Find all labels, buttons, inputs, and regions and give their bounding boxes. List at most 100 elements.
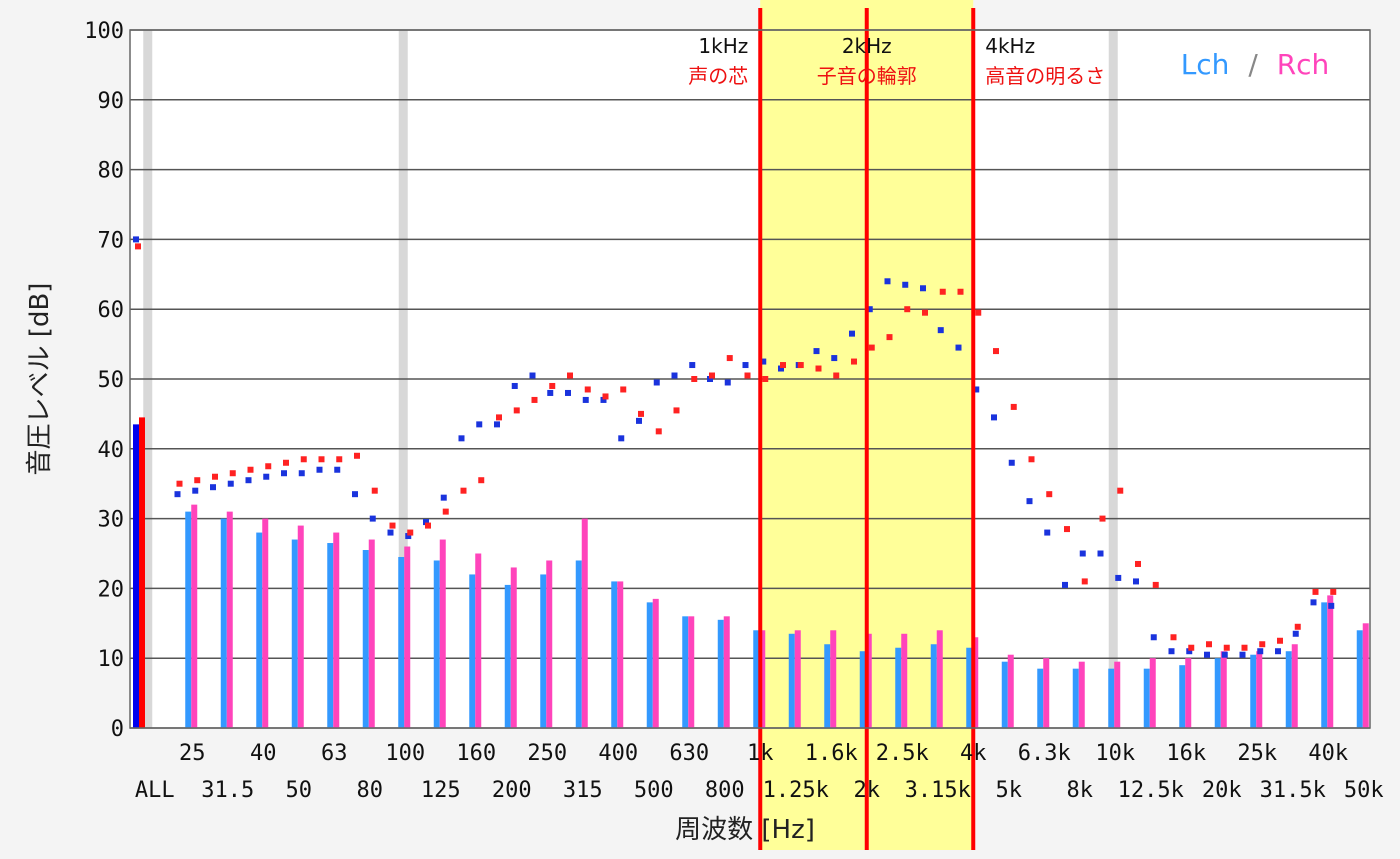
bar-rch <box>1291 644 1298 728</box>
dot-lch <box>174 491 181 498</box>
bar-rch <box>1149 658 1156 728</box>
dot-lch <box>1292 630 1299 637</box>
dot-rch <box>1223 644 1230 651</box>
plot-frame <box>129 29 1371 729</box>
dot-lch <box>1275 648 1281 655</box>
dot-lch <box>352 491 358 498</box>
dot-lch <box>387 529 394 536</box>
bar-lch <box>1321 602 1328 728</box>
bar-lch <box>1108 668 1115 728</box>
dot-lch <box>334 466 341 473</box>
dot-lch <box>547 389 554 396</box>
dot-lch <box>884 278 891 285</box>
bar-lch <box>682 616 689 728</box>
dot-rch <box>371 487 378 494</box>
bar-rch <box>1043 658 1050 728</box>
bar-lch <box>256 532 263 728</box>
marker-frequency-label: 1kHz <box>698 34 748 58</box>
dot-rch <box>1117 487 1124 494</box>
y-tick-label: 70 <box>98 228 125 253</box>
dot-rch <box>655 428 662 435</box>
dot-rch <box>602 393 609 400</box>
dot-lch <box>1186 648 1193 655</box>
y-tick-label: 10 <box>98 647 125 672</box>
bar-rch <box>333 532 340 728</box>
y-tick-label: 60 <box>98 298 125 323</box>
dot-rch <box>407 529 414 536</box>
dot-lch <box>1150 634 1157 641</box>
dot-lch <box>511 382 518 389</box>
bar-rch <box>1185 658 1192 728</box>
dot-rch <box>780 362 786 369</box>
dot-rch <box>762 376 769 382</box>
dot-lch <box>813 348 820 355</box>
bar-lch <box>859 651 866 728</box>
dot-lch <box>636 417 642 424</box>
dot-lch <box>1239 651 1246 658</box>
bar-rch <box>226 511 233 728</box>
x-tick-label-top: 63 <box>321 741 348 766</box>
dot-rch <box>726 355 733 362</box>
dot-lch <box>210 484 216 491</box>
bar-lch <box>575 560 582 728</box>
dot-lch <box>1079 550 1086 557</box>
dot-lch <box>245 477 252 484</box>
dot-rch <box>567 372 573 379</box>
legend: Lch / Rch <box>1181 48 1330 81</box>
dot-rch <box>496 414 502 421</box>
dot-rch <box>904 306 911 313</box>
bar-lch <box>540 574 547 728</box>
bar-rch <box>652 598 659 728</box>
bar-rch <box>581 518 588 728</box>
bar-rch <box>1256 651 1263 728</box>
dot-rch <box>993 348 999 355</box>
bar-rch <box>794 630 801 728</box>
dot-rch <box>638 410 644 417</box>
dot-rch <box>513 407 520 414</box>
bar-rch <box>688 616 695 728</box>
x-tick-label-bottom: 12.5k <box>1118 778 1184 803</box>
bar-rch <box>830 630 837 728</box>
bar-rch <box>936 630 943 728</box>
bar-rch <box>546 560 553 728</box>
x-tick-label-bottom: 50 <box>286 778 313 803</box>
dot-lch <box>529 372 536 379</box>
x-tick-label-bottom: 31.5 <box>201 778 254 803</box>
y-tick-label: 50 <box>98 368 125 393</box>
bar-lch <box>469 574 476 728</box>
dot-lch <box>600 396 607 403</box>
dot-lch <box>1062 581 1068 588</box>
dot-rch <box>1188 644 1195 651</box>
dot-rch <box>176 480 183 487</box>
dot-rch <box>1099 515 1106 522</box>
dot-lch <box>227 480 234 487</box>
x-tick-label-bottom: 800 <box>705 778 745 803</box>
marker-description-label: 子音の輪郭 <box>817 64 917 88</box>
dot-rch <box>212 473 218 480</box>
bar-lch <box>1356 630 1363 728</box>
dot-lch <box>440 494 447 501</box>
bar-lch <box>504 584 511 728</box>
dot-lch <box>724 379 731 386</box>
x-tick-label-bottom: 8k <box>1067 778 1094 803</box>
bar-rch <box>297 525 304 728</box>
dot-lch <box>707 376 713 382</box>
legend-lch: Lch <box>1181 48 1230 81</box>
dot-lch <box>565 389 571 396</box>
dot-rch <box>1294 623 1301 630</box>
bar-lch <box>1214 658 1221 728</box>
dot-lch <box>849 330 855 337</box>
dot-rch <box>229 470 236 477</box>
dot-rch <box>673 407 680 414</box>
dot-rch <box>797 362 804 369</box>
dot-rch <box>620 386 627 393</box>
dot-rch <box>975 309 982 316</box>
dot-rch <box>1081 578 1088 585</box>
x-tick-label-top: 100 <box>385 741 425 766</box>
bar-lch <box>133 424 139 728</box>
dot-rch <box>939 288 946 295</box>
x-tick-label-top: 400 <box>598 741 638 766</box>
marker-frequency-label: 2kHz <box>842 34 892 58</box>
